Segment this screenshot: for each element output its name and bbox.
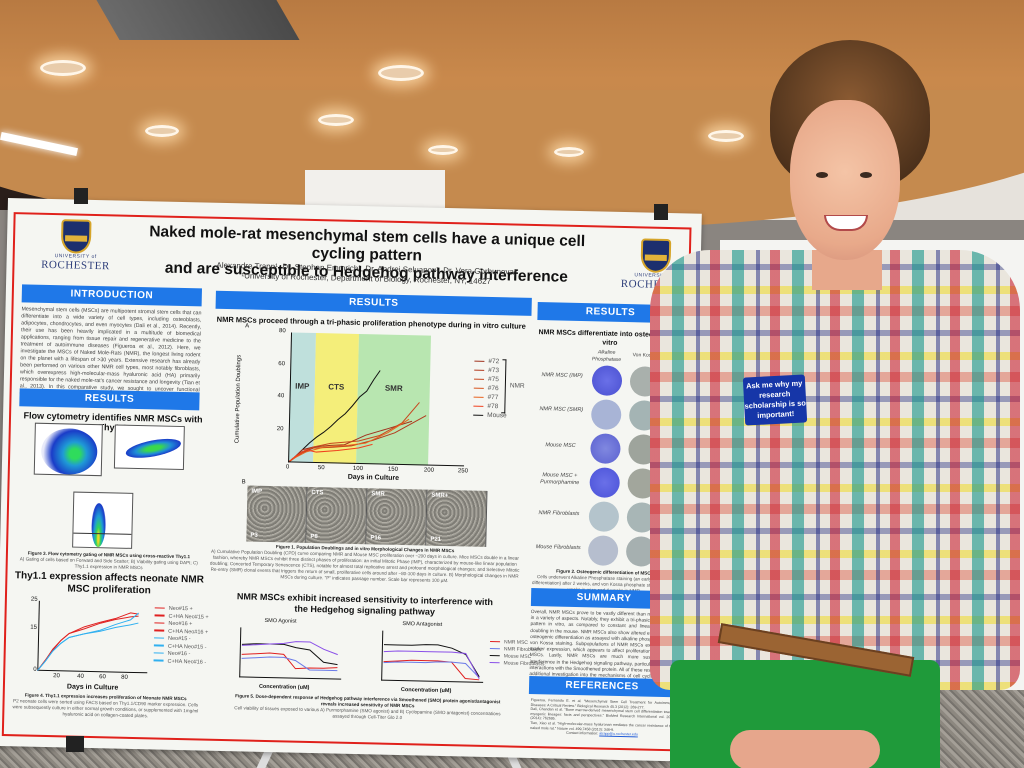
micrograph-smr: SMR P16: [366, 488, 428, 546]
cpd-chart-lines: [288, 370, 427, 463]
nmr-group-label: NMR: [509, 382, 525, 390]
thy-chart-legend: Neo#15 + C+HA Neo#15 + Neo#16 + C+HA Neo…: [153, 605, 209, 666]
smo-antagonist-chart: [381, 630, 484, 683]
contact-email-link: atrapp@u.rochester.edu: [599, 731, 638, 737]
binder-clip: [74, 188, 88, 204]
thy-section-title: Thy1.1 expression affects neonate NMR MS…: [14, 570, 204, 597]
ceiling-light: [708, 130, 744, 142]
binder-clip: [66, 736, 84, 752]
cpd-growth-chart: IMP CTS SMR 80 60 40 20 0 50 100 150 200…: [276, 328, 468, 482]
ceiling-light: [428, 145, 458, 155]
facs-plot-c: [72, 491, 134, 549]
eye: [860, 172, 872, 178]
micrograph-strip: IMP P3 CTS P8 SMR P16 SMR+ P21: [246, 485, 488, 547]
thy-chart-lines: [37, 612, 139, 672]
ceiling-light: [40, 60, 86, 76]
ceiling-light: [318, 114, 354, 126]
eye: [816, 172, 828, 178]
facs-plot-b: [113, 424, 185, 471]
face: [790, 100, 900, 260]
research-poster: UNIVERSITY of ROCHESTER UNIVERSITY of RO…: [0, 198, 702, 762]
smile: [824, 215, 868, 231]
plaid-shirt: [650, 250, 1020, 690]
scholarship-badge: Ask me why my research scholarship is so…: [742, 374, 808, 426]
binder-clip: [654, 204, 668, 220]
facs-plot-a: [33, 422, 103, 477]
figure-4-caption: Figure 4. Thy1.1 expression increases pr…: [12, 692, 199, 719]
micrograph-imp: IMP P3: [246, 485, 308, 543]
ceiling-light: [145, 125, 179, 137]
university-logo-left: UNIVERSITY of ROCHESTER: [40, 219, 111, 273]
ceiling-light: [378, 65, 424, 81]
ceiling-light: [554, 147, 584, 157]
micrograph-cts: CTS P8: [306, 486, 368, 545]
smo-agonist-chart: [239, 627, 342, 680]
clasped-hands: [730, 730, 880, 768]
micrograph-smr-plus: SMR+ P21: [426, 489, 488, 547]
figure-1-caption: Figure 1. Population Doublings and in vi…: [209, 544, 520, 584]
university-shield-icon: [60, 219, 92, 254]
ceiling-vent: [96, 0, 300, 40]
student-presenter: Ask me why my research scholarship is so…: [640, 40, 1024, 768]
introduction-text: Mesenchymal stem cells (MSCs) are multip…: [19, 306, 202, 399]
thy-proliferation-chart: 25 15 0 20 40 60 80: [30, 597, 149, 681]
